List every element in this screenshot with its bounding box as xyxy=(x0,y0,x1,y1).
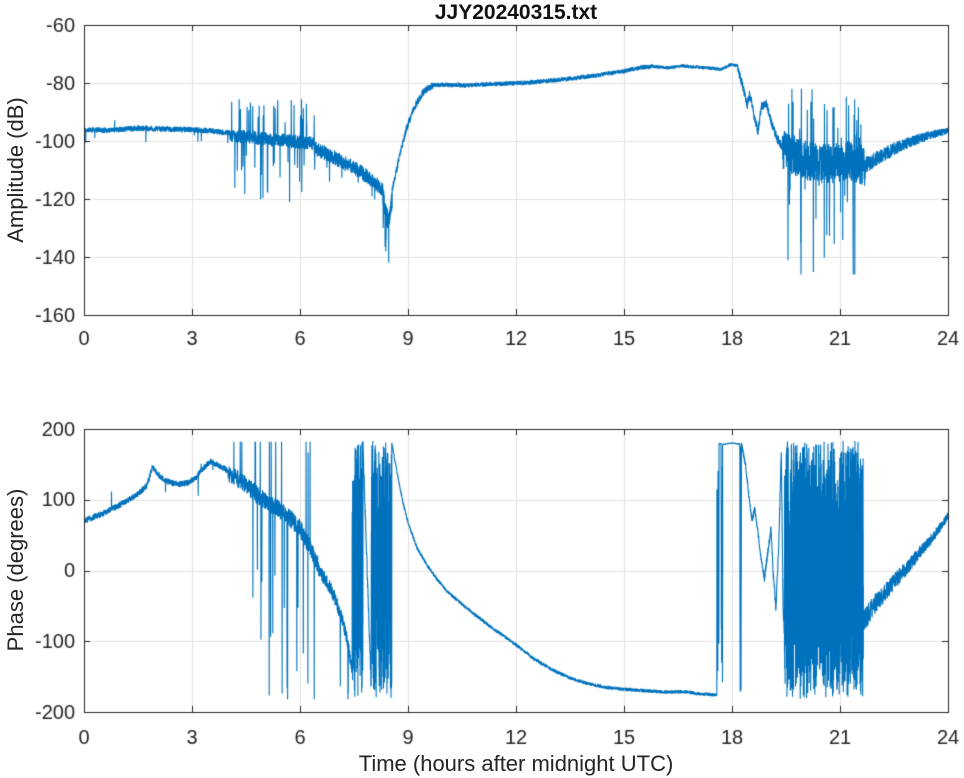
phase-y-axis-label: Phase (degrees) xyxy=(3,488,28,652)
page-title: JJY20240315.txt xyxy=(434,1,598,24)
amplitude-y-axis-label: Amplitude (dB) xyxy=(3,97,28,243)
time-x-axis-label: Time (hours after midnight UTC) xyxy=(358,751,674,776)
